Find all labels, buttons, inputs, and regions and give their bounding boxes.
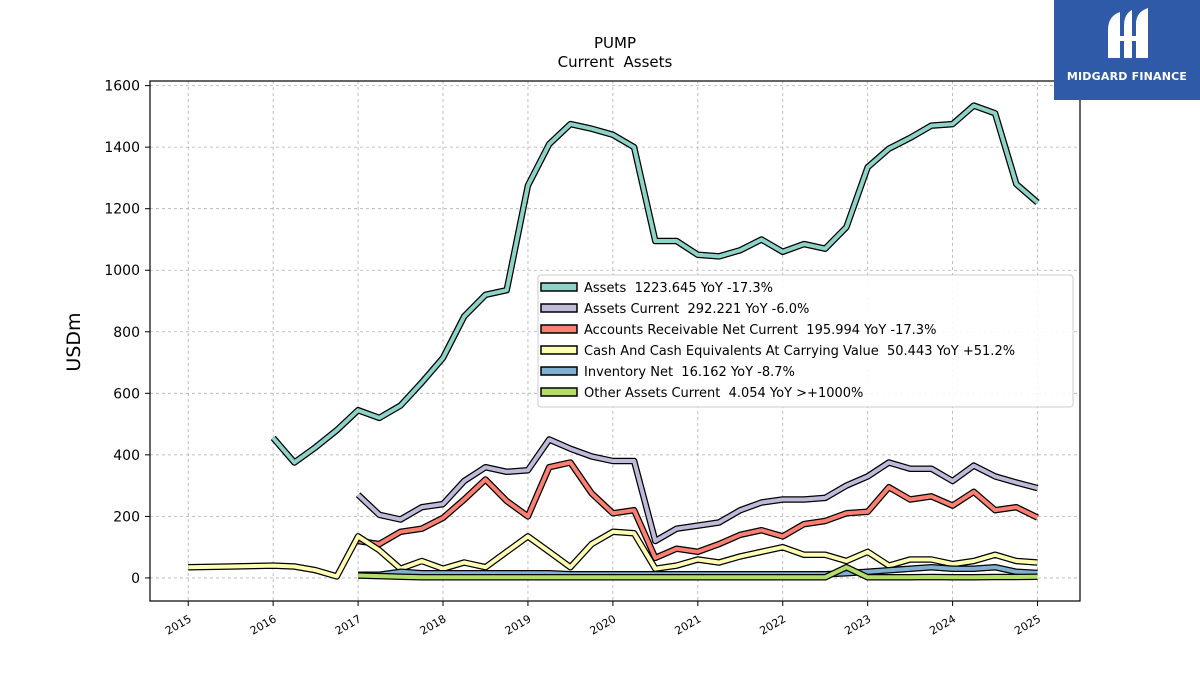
series-line xyxy=(271,103,1039,465)
y-axis-ticks: 0 200 400 600 800 1000 1200 1400 1600 xyxy=(104,79,150,587)
x-tick-label: 2019 xyxy=(503,612,534,637)
x-tick-label: 2023 xyxy=(842,612,873,637)
y-axis-label: USDm xyxy=(63,312,85,371)
legend-box xyxy=(537,274,1074,408)
y-tick-label: 0 xyxy=(131,571,140,587)
legend: Assets 1223.645 YoY -17.3% Assets Current… xyxy=(537,274,1074,408)
legend-swatch xyxy=(540,282,578,292)
x-tick-label: 2018 xyxy=(418,612,449,637)
x-tick-label: 2016 xyxy=(248,612,279,637)
chart-title: PUMP xyxy=(594,34,636,52)
legend-swatch xyxy=(540,303,578,313)
x-tick-label: 2025 xyxy=(1012,612,1043,637)
series-line xyxy=(356,437,1039,543)
legend-label: Accounts Receivable Net Current 195.994 … xyxy=(584,323,936,338)
y-tick-label: 1600 xyxy=(104,79,140,95)
brand-name: MIDGARD FINANCE xyxy=(1066,70,1188,83)
legend-swatch xyxy=(540,387,578,397)
plot-frame xyxy=(149,80,1081,602)
legend-swatch xyxy=(540,345,578,355)
mf-logo-icon xyxy=(1108,8,1148,58)
series-assets-current xyxy=(355,436,1039,545)
x-axis-ticks: 2015 2016 2017 2018 2019 2020 2021 2022 2023 2024… xyxy=(163,601,1043,638)
x-tick-label: 2020 xyxy=(588,612,619,637)
y-tick-label: 1400 xyxy=(104,140,140,156)
series-cash-and-cash-equivalents-at-carrying-value xyxy=(188,528,1038,580)
legend-label: Cash And Cash Equivalents At Carrying Va… xyxy=(584,344,1015,359)
x-tick-label: 2024 xyxy=(927,612,958,637)
x-tick-label: 2022 xyxy=(757,612,788,637)
y-tick-label: 1200 xyxy=(104,202,140,218)
y-tick-label: 1000 xyxy=(104,263,140,279)
y-tick-label: 600 xyxy=(113,386,140,402)
x-tick-label: 2017 xyxy=(333,612,364,637)
legend-swatch xyxy=(540,324,578,334)
legend-label: Assets 1223.645 YoY -17.3% xyxy=(584,281,773,296)
series-line xyxy=(358,565,1038,580)
y-tick-label: 800 xyxy=(113,325,140,341)
legend-swatch xyxy=(540,366,578,376)
series-line xyxy=(357,460,1039,560)
legend-label: Assets Current 292.221 YoY -6.0% xyxy=(584,302,809,317)
series-assets xyxy=(270,102,1040,466)
series-lines xyxy=(188,102,1040,581)
chart-subtitle: Current Assets xyxy=(558,53,673,71)
legend-label: Inventory Net 16.162 YoY -8.7% xyxy=(584,365,795,380)
y-tick-label: 400 xyxy=(113,448,140,464)
series-accounts-receivable-net-current xyxy=(357,459,1039,562)
x-tick-label: 2021 xyxy=(673,612,704,637)
y-tick-label: 200 xyxy=(113,509,140,525)
legend-label: Other Assets Current 4.054 YoY >+1000% xyxy=(584,386,863,401)
series-other-assets-current xyxy=(358,563,1038,581)
x-tick-label: 2015 xyxy=(163,612,194,637)
brand-badge: MIDGARD FINANCE xyxy=(1054,0,1200,100)
series-line xyxy=(188,529,1038,579)
